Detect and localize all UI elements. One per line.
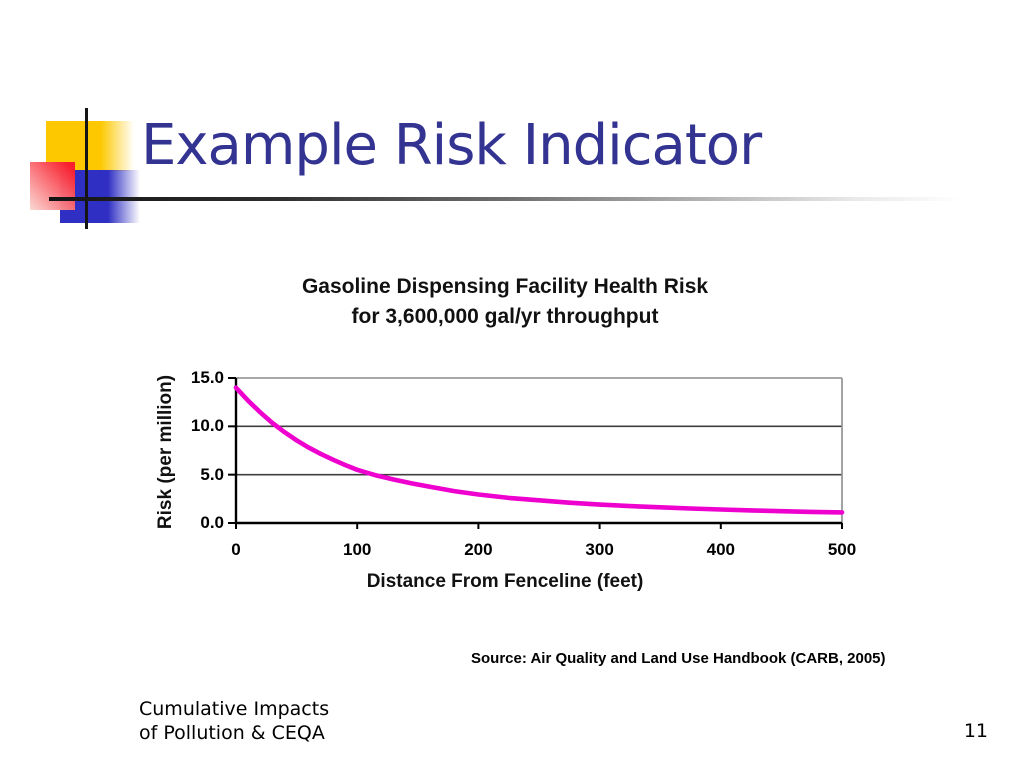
decor-red-square	[30, 162, 75, 210]
x-axis-label: Distance From Fenceline (feet)	[366, 571, 644, 592]
x-tick-label: 400	[706, 540, 735, 559]
risk-curve	[233, 385, 845, 515]
plot-area: 0.0 5.0 10.0 15.0 0 100 200 300 400 500	[191, 368, 856, 559]
chart-title: Gasoline Dispensing Facility Health Risk…	[150, 272, 860, 332]
x-tick-label: 500	[827, 540, 857, 559]
slide-title: Example Risk Indicator	[141, 113, 762, 178]
x-tick-label: 200	[464, 540, 493, 559]
title-underline	[49, 197, 965, 201]
y-tick-label: 15.0	[190, 368, 224, 387]
y-tick-label: 0.0	[200, 513, 224, 532]
chart-title-line1: Gasoline Dispensing Facility Health Risk	[301, 275, 709, 298]
source-note: Source: Air Quality and Land Use Handboo…	[471, 650, 886, 667]
page-number: 11	[963, 720, 988, 742]
decor-vertical-line	[85, 108, 88, 229]
x-tick-label: 100	[343, 540, 372, 559]
y-tick-label: 10.0	[190, 416, 224, 436]
x-tick-label: 300	[585, 540, 614, 559]
footer-line2: of Pollution & CEQA	[139, 722, 325, 744]
chart-title-line2: for 3,600,000 gal/yr throughput	[351, 305, 659, 328]
plot-svg	[228, 377, 845, 529]
footer-line1: Cumulative Impacts	[139, 698, 330, 720]
y-tick-label: 5.0	[200, 464, 224, 484]
footer-text: Cumulative Impacts of Pollution & CEQA	[139, 697, 329, 745]
x-tick-label: 0	[231, 540, 241, 559]
y-axis-label: Risk (per million)	[155, 374, 176, 530]
